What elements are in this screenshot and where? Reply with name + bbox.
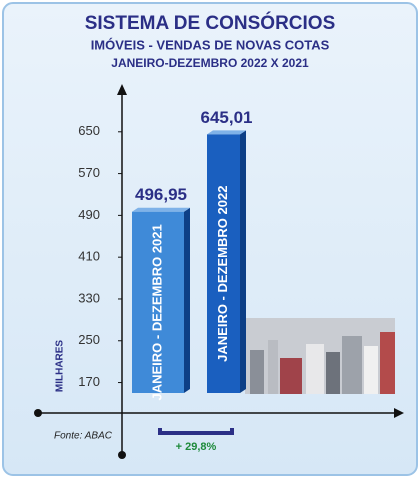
value-label: 645,01 bbox=[201, 108, 253, 127]
bar bbox=[132, 211, 184, 393]
chart-subtitle: IMÓVEIS - VENDAS DE NOVAS COTAS bbox=[91, 37, 330, 52]
bar-side bbox=[184, 207, 190, 393]
bar bbox=[207, 134, 240, 393]
y-tick-label: 330 bbox=[78, 290, 100, 305]
value-label: 496,95 bbox=[135, 185, 187, 204]
y-tick-label: 170 bbox=[78, 374, 100, 389]
x-axis-dot bbox=[34, 409, 42, 417]
bar-side bbox=[240, 130, 246, 393]
y-axis-label: MILHARES bbox=[55, 340, 66, 393]
category-label: JANEIRO - DEZEMBRO 2022 bbox=[215, 186, 230, 362]
y-tick-label: 410 bbox=[78, 249, 100, 264]
y-tick-label: 250 bbox=[78, 332, 100, 347]
city-photo bbox=[245, 318, 395, 394]
bar-top bbox=[207, 130, 246, 135]
y-tick-label: 570 bbox=[78, 165, 100, 180]
y-tick-label: 490 bbox=[78, 207, 100, 222]
y-tick-label: 650 bbox=[78, 123, 100, 138]
chart-title: SISTEMA DE CONSÓRCIOS bbox=[85, 12, 336, 34]
x-arrow bbox=[394, 408, 404, 418]
source: Fonte: ABAC bbox=[54, 431, 113, 442]
bar-top bbox=[132, 207, 190, 212]
y-arrow bbox=[117, 84, 127, 95]
category-label: JANEIRO - DEZEMBRO 2021 bbox=[149, 224, 164, 400]
chart-period: JANEIRO-DEZEMBRO 2022 X 2021 bbox=[111, 56, 309, 70]
y-axis-dot bbox=[118, 451, 126, 459]
annotation: + 29,8% bbox=[176, 441, 217, 453]
bracket bbox=[158, 428, 234, 435]
